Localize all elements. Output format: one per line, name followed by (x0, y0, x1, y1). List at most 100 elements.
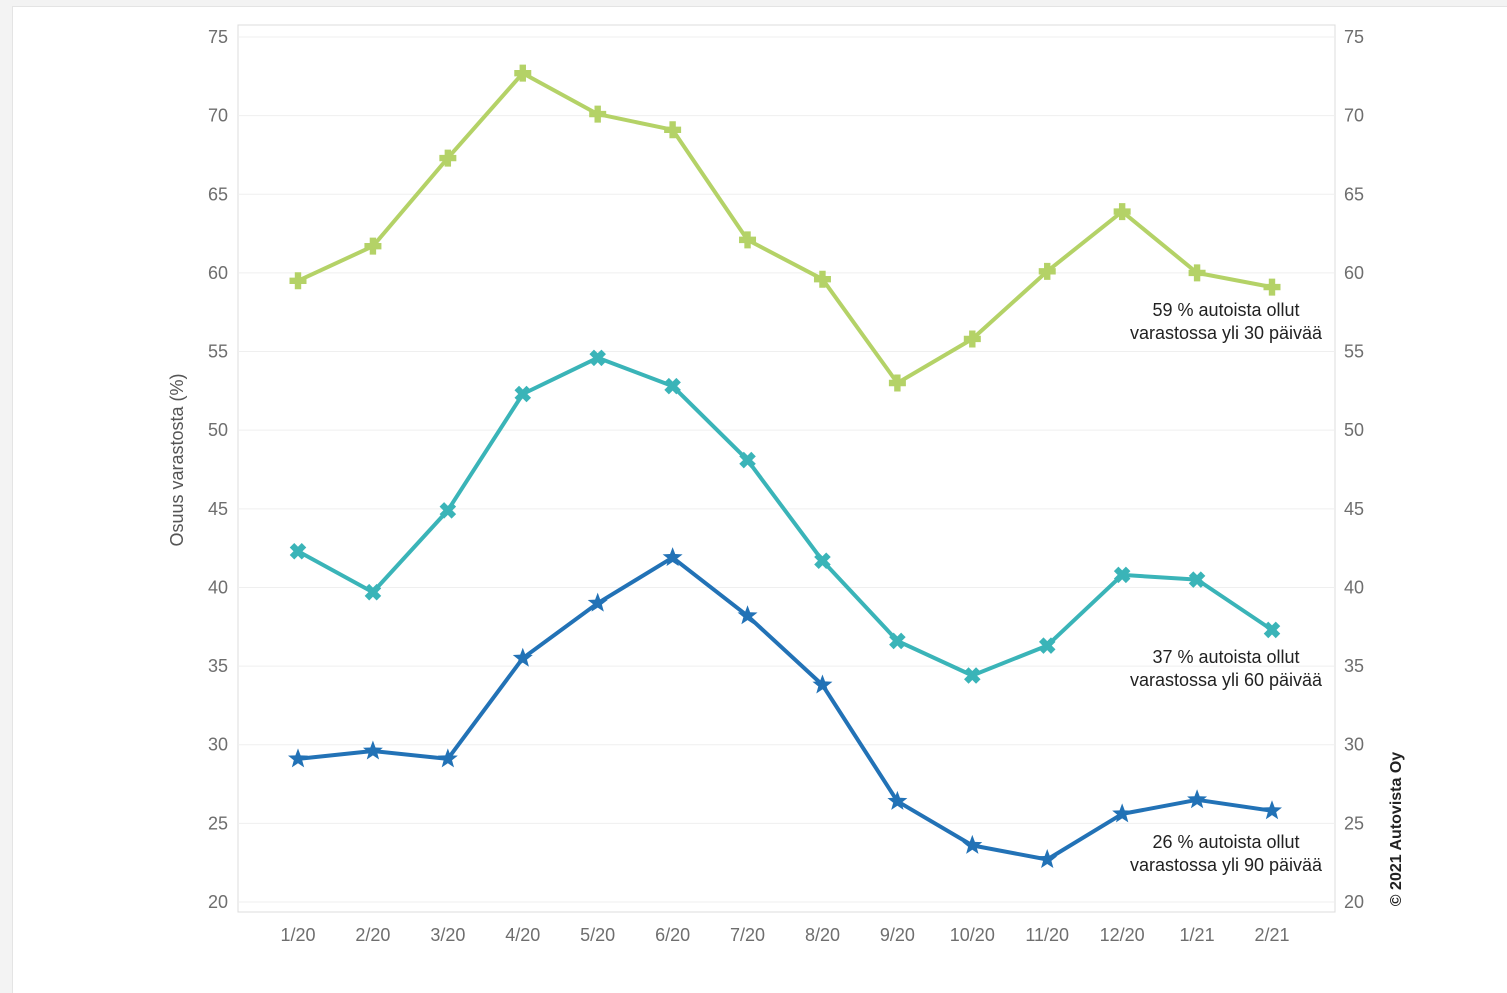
annotation-over60: varastossa yli 60 päivää (1130, 670, 1323, 690)
annotation-over60: 37 % autoista ollut (1152, 647, 1299, 667)
series-line-over90 (296, 555, 1274, 862)
y-axis-left: 20 25 30 35 40 45 50 55 60 65 70 75 (208, 27, 228, 912)
data-point (589, 105, 607, 123)
x-tick-label: 4/20 (505, 925, 540, 945)
data-point (587, 592, 608, 612)
y-tick-label-left: 60 (208, 263, 228, 283)
plot-area (237, 24, 1336, 913)
y-axis-title: Osuus varastosta (%) (167, 373, 187, 546)
data-point (514, 385, 532, 403)
y-tick-label-left: 40 (208, 577, 228, 597)
y-tick-label-left: 35 (208, 656, 228, 676)
y-tick-label-right: 40 (1344, 577, 1364, 597)
data-point (288, 748, 308, 768)
x-tick-label: 7/20 (730, 925, 765, 945)
data-point (439, 149, 457, 167)
data-point (1038, 262, 1056, 280)
x-tick-label: 10/20 (950, 925, 995, 945)
y-tick-label-right: 25 (1344, 813, 1364, 833)
data-point (889, 632, 906, 650)
y-tick-label-left: 75 (208, 27, 228, 47)
x-tick-label: 12/20 (1100, 925, 1145, 945)
data-point (364, 237, 382, 255)
data-point (362, 740, 383, 760)
data-point (887, 790, 908, 810)
data-point (739, 231, 757, 249)
y-tick-label-left: 25 (208, 813, 228, 833)
x-tick-label: 8/20 (805, 925, 840, 945)
data-point (664, 377, 681, 395)
data-point (1113, 203, 1131, 221)
y-tick-label-right: 70 (1344, 106, 1364, 126)
data-point (1112, 803, 1133, 823)
data-point (289, 543, 307, 560)
annotation-over30: 59 % autoista ollut (1152, 300, 1299, 320)
data-point (439, 502, 457, 519)
series-over30 (289, 64, 1281, 392)
data-point (737, 605, 758, 625)
y-axis-right: 20 25 30 35 40 45 50 55 60 65 70 75 (1344, 27, 1364, 912)
series-over90 (288, 547, 1282, 869)
x-axis: 1/20 2/20 3/20 4/20 5/20 6/20 7/20 8/20 9/20 10/2… (280, 925, 1289, 945)
data-point (963, 330, 981, 348)
y-tick-label-right: 75 (1344, 27, 1364, 47)
y-tick-label-left: 20 (208, 892, 228, 912)
y-tick-label-left: 65 (208, 184, 228, 204)
annotations: 59 % autoista ollut varastossa yli 30 päi… (1130, 300, 1323, 875)
data-point (364, 583, 382, 601)
y-tick-label-left: 55 (208, 342, 228, 362)
data-point (1038, 637, 1056, 654)
data-point (812, 674, 833, 694)
copyright-credit: © 2021 Autovista Oy (1388, 752, 1405, 906)
x-tick-label: 2/20 (355, 925, 390, 945)
y-tick-label-right: 55 (1344, 342, 1364, 362)
y-tick-label-right: 50 (1344, 420, 1364, 440)
x-tick-label: 5/20 (580, 925, 615, 945)
y-tick-label-left: 30 (208, 735, 228, 755)
data-point (1262, 800, 1282, 820)
series-over60 (289, 349, 1281, 684)
data-point (962, 834, 983, 854)
series-group (288, 64, 1282, 869)
x-tick-label: 6/20 (655, 925, 690, 945)
data-point (813, 270, 831, 288)
x-tick-label: 11/20 (1025, 925, 1069, 945)
y-tick-label-right: 35 (1344, 656, 1364, 676)
data-point (1188, 571, 1206, 588)
data-point (1037, 849, 1058, 869)
data-point (1188, 264, 1206, 282)
data-point (814, 552, 831, 569)
data-point (512, 647, 533, 667)
annotation-over30: varastossa yli 30 päivää (1130, 323, 1323, 343)
data-point (1187, 789, 1208, 809)
x-tick-label: 1/21 (1180, 925, 1215, 945)
data-point (662, 547, 683, 567)
y-tick-label-right: 30 (1344, 735, 1364, 755)
data-point (739, 451, 756, 469)
data-point (1113, 566, 1131, 584)
y-tick-label-left: 45 (208, 499, 228, 519)
y-tick-label-right: 20 (1344, 892, 1364, 912)
data-point (964, 667, 981, 684)
x-tick-label: 3/20 (430, 925, 465, 945)
data-point (514, 64, 532, 82)
data-point (664, 121, 682, 139)
gridlines (238, 36, 1335, 903)
y-tick-label-right: 65 (1344, 184, 1364, 204)
x-tick-label: 1/20 (280, 925, 315, 945)
data-point (589, 349, 606, 367)
y-tick-label-right: 60 (1344, 263, 1364, 283)
data-point (437, 748, 458, 768)
annotation-over90: varastossa yli 90 päivää (1130, 855, 1323, 875)
annotation-over90: 26 % autoista ollut (1152, 832, 1299, 852)
data-point (1263, 621, 1281, 639)
x-tick-label: 2/21 (1254, 925, 1289, 945)
chart-frame: 20 25 30 35 40 45 50 55 60 65 70 75 20 25 30 35 40 45 50 5… (12, 6, 1507, 993)
y-tick-label-right: 45 (1344, 499, 1364, 519)
data-point (289, 272, 307, 290)
line-chart: 20 25 30 35 40 45 50 55 60 65 70 75 20 25 30 35 40 45 50 5… (167, 24, 1405, 945)
y-tick-label-left: 50 (208, 420, 228, 440)
y-tick-label-left: 70 (208, 106, 228, 126)
series-line-over30 (296, 71, 1274, 385)
data-point (888, 374, 906, 392)
